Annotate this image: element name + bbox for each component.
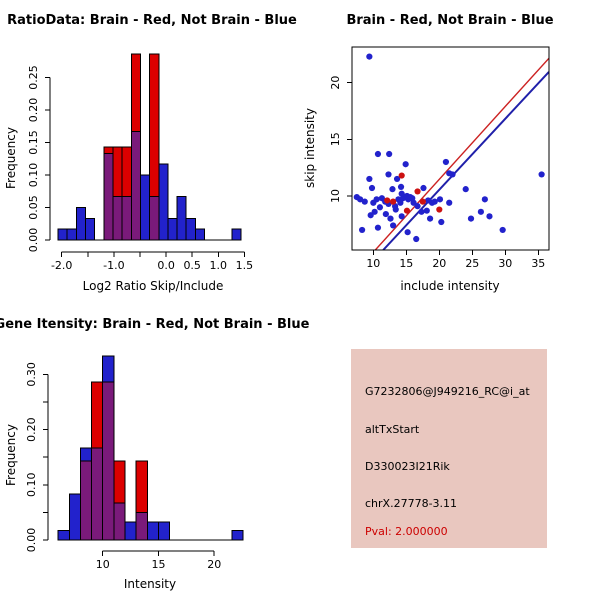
svg-text:0.00: 0.00 <box>27 228 40 253</box>
svg-text:10: 10 <box>329 189 342 203</box>
svg-text:15: 15 <box>399 257 413 270</box>
pval-text: Pval: 2.000000 <box>365 525 448 538</box>
probe-id-text: G7232806@J949216_RC@i_at <box>365 385 530 398</box>
svg-text:-2.0: -2.0 <box>51 259 72 272</box>
svg-text:0.20: 0.20 <box>25 417 38 442</box>
svg-text:0.25: 0.25 <box>27 65 40 90</box>
scatter-title: Brain - Red, Not Brain - Blue <box>346 13 554 28</box>
locus-text: chrX.27778-3.11 <box>365 497 458 510</box>
svg-text:0.10: 0.10 <box>25 473 38 498</box>
svg-text:15: 15 <box>151 558 165 571</box>
info-panel: G7232806@J949216_RC@i_at altTxStart D330… <box>351 349 547 548</box>
scatter-xaxis-label: include intensity <box>400 279 500 293</box>
gene-hist-yaxis-label: Frequency <box>4 424 18 486</box>
svg-text:20: 20 <box>329 76 342 90</box>
svg-text:20: 20 <box>207 558 221 571</box>
ratio-hist-yaxis-label: Frequency <box>4 127 18 189</box>
gene-hist-xaxis-label: Intensity <box>123 577 177 591</box>
svg-text:0.05: 0.05 <box>27 195 40 220</box>
gene-hist-title: Gene Itensity: Brain - Red, Not Brain - … <box>0 317 310 332</box>
svg-text:0.00: 0.00 <box>25 528 38 553</box>
svg-text:25: 25 <box>465 257 479 270</box>
svg-text:-1.0: -1.0 <box>103 259 124 272</box>
svg-text:0.0: 0.0 <box>157 259 175 272</box>
ratio-hist-title: RatioData: Brain - Red, Not Brain - Blue <box>7 13 297 28</box>
svg-text:0.30: 0.30 <box>25 362 38 387</box>
svg-text:0.20: 0.20 <box>27 98 40 123</box>
ratio-hist-xaxis-label: Log2 Ratio Skip/Include <box>82 279 224 293</box>
svg-text:1.0: 1.0 <box>210 259 228 272</box>
svg-text:0.15: 0.15 <box>27 130 40 155</box>
event-type-text: altTxStart <box>365 423 420 436</box>
svg-text:10: 10 <box>96 558 110 571</box>
svg-text:0.10: 0.10 <box>27 163 40 188</box>
svg-text:15: 15 <box>329 132 342 146</box>
svg-text:30: 30 <box>498 257 512 270</box>
gene-name-text: D330023I21Rik <box>365 460 450 473</box>
svg-text:10: 10 <box>366 257 380 270</box>
svg-text:35: 35 <box>531 257 545 270</box>
svg-text:0.5: 0.5 <box>183 259 201 272</box>
scatter-yaxis-label: skip intensity <box>303 108 317 188</box>
svg-text:1.5: 1.5 <box>236 259 254 272</box>
svg-text:20: 20 <box>432 257 446 270</box>
